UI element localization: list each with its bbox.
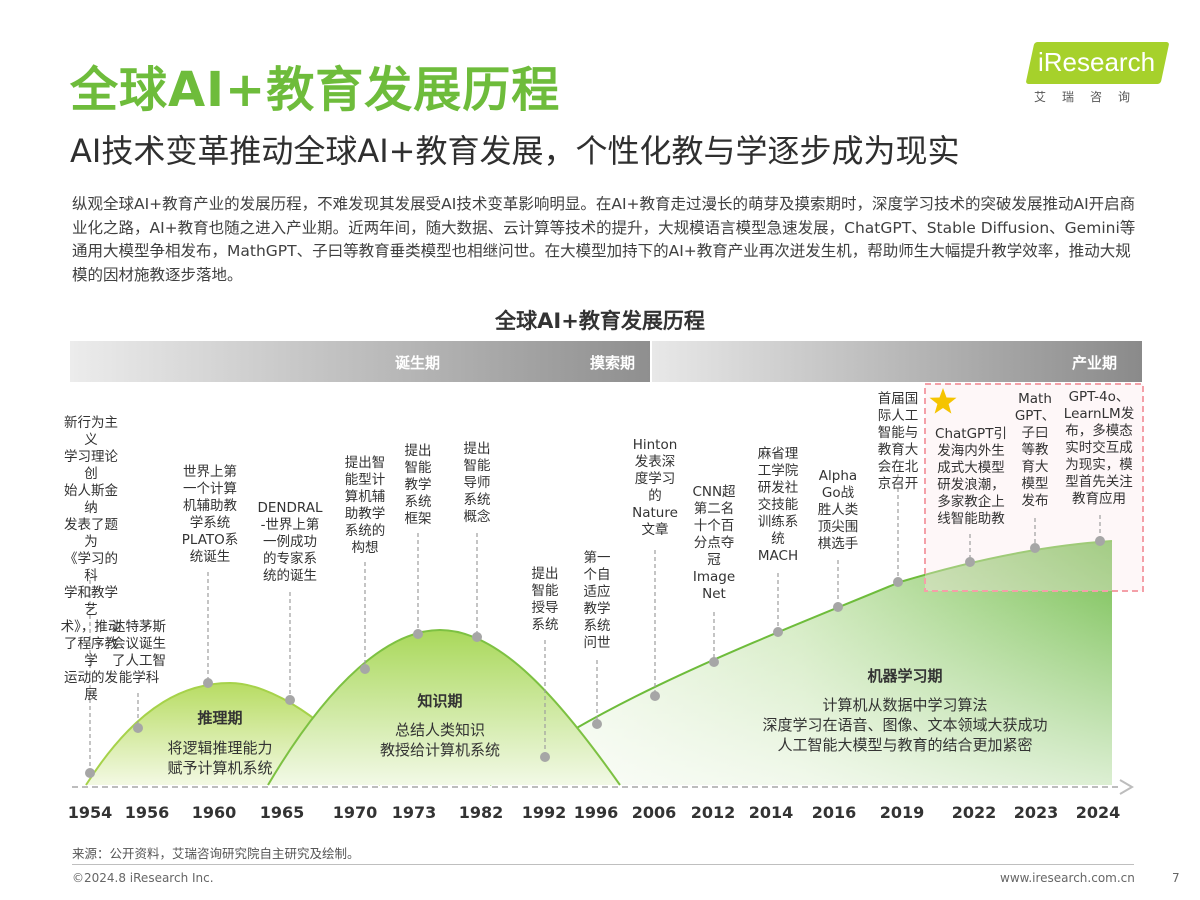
- dot-2012: [709, 657, 719, 667]
- event-1992: 提出 智能 授导 系统: [531, 566, 559, 633]
- dot-1956: [133, 723, 143, 733]
- year-label: 2006: [631, 803, 677, 822]
- phase-segment-early: [70, 341, 650, 382]
- page-number: 7: [1172, 871, 1180, 885]
- year-label: 1992: [521, 803, 567, 822]
- event-1965: DENDRAL -世界上第 一例成功 的专家系 统的诞生: [257, 500, 323, 584]
- period-reasoning-desc: 将逻辑推理能力 赋予计算机系统: [167, 739, 273, 777]
- page-title: 全球AI+教育发展历程: [70, 62, 561, 118]
- year-label: 2023: [1013, 803, 1059, 822]
- source-note: 来源：公开资料，艾瑞咨询研究院自主研究及绘制。: [72, 846, 360, 861]
- period-knowledge-desc: 总结人类知识 教授给计算机系统: [379, 721, 500, 759]
- copyright: ©2024.8 iResearch Inc.: [72, 871, 214, 885]
- year-label: 2012: [690, 803, 736, 822]
- footer-divider: [72, 864, 1134, 865]
- year-label: 2019: [879, 803, 925, 822]
- event-2024: GPT-4o、 LearnLM发 布，多模态 实时交互成 为现实，模 型首先关注 教育应用: [1063, 389, 1135, 507]
- event-1956: 达特茅斯 会议诞生 了人工智 能学科: [112, 619, 166, 686]
- phase-bar-graphic: [70, 341, 1142, 382]
- logo-subtext: 艾瑞咨询: [1034, 90, 1147, 104]
- year-label: 1973: [391, 803, 437, 822]
- dot-1996: [592, 719, 602, 729]
- dot-2014: [773, 627, 783, 637]
- phase-label-explore: 摸索期: [590, 354, 636, 372]
- event-1954: 新行为主义 学习理论创 始人斯金纳 发表了题为 《学习的科 学和教学艺 术》，推动 了程序教学…: [60, 415, 122, 703]
- event-2006: Hinton 发表深 度学习的 Nature 文章: [632, 437, 678, 538]
- year-label: 1996: [573, 803, 619, 822]
- phase-label-birth: 诞生期: [395, 354, 441, 372]
- page-subtitle: AI技术变革推动全球AI+教育发展，个性化教与学逐步成为现实: [70, 132, 960, 170]
- year-label: 1954: [67, 803, 113, 822]
- dot-1982: [472, 632, 482, 642]
- dot-1970: [360, 664, 370, 674]
- event-2012: CNN超 第二名 十个百 分点夺冠 Image Net: [692, 484, 736, 602]
- diagram-title: 全球AI+教育发展历程: [495, 309, 705, 333]
- event-2016: Alpha Go战 胜人类 顶尖围 棋选手: [817, 468, 859, 552]
- dot-2022: [965, 557, 975, 567]
- event-1970: 提出智 能型计 算机辅 助教学 系统的 构想: [344, 455, 386, 556]
- knowledge-period-hill: [268, 630, 620, 785]
- year-label: 2022: [951, 803, 997, 822]
- period-ml-desc: 计算机从数据中学习算法 深度学习在语音、图像、文本领域大获成功 人工智能大模型与教育…: [762, 696, 1048, 754]
- event-2019: 首届国 际人工 智能与 教育大 会在北 京召开: [877, 391, 919, 492]
- dot-2016: [833, 602, 843, 612]
- iresearch-logo: iResearch 艾瑞咨询: [1025, 42, 1170, 106]
- highlight-box: [924, 383, 1144, 592]
- event-1960: 世界上第 一个计算 机辅助教 学系统 PLATO系 统诞生: [181, 464, 239, 565]
- event-1973: 提出 智能 教学 系统 框架: [404, 443, 432, 527]
- year-label: 2024: [1075, 803, 1121, 822]
- dot-2019: [893, 577, 903, 587]
- dot-1954: [85, 768, 95, 778]
- phase-segment-industry: [652, 341, 1142, 382]
- phase-label-industry: 产业期: [1072, 354, 1118, 372]
- star-icon: [929, 388, 957, 414]
- website-link[interactable]: www.iresearch.com.cn: [1000, 871, 1135, 885]
- year-label: 1982: [458, 803, 504, 822]
- dot-2023: [1030, 543, 1040, 553]
- dot-1973: [413, 629, 423, 639]
- event-1982: 提出 智能 导师 系统 概念: [463, 441, 491, 525]
- year-label: 2014: [748, 803, 794, 822]
- period-knowledge-title: 知识期: [417, 692, 463, 710]
- year-label: 1960: [191, 803, 237, 822]
- logo-text: iResearch: [1038, 47, 1156, 77]
- year-label: 2016: [811, 803, 857, 822]
- dot-2024: [1095, 536, 1105, 546]
- dot-2006: [650, 691, 660, 701]
- year-label: 1956: [124, 803, 170, 822]
- event-2022: ChatGPT引 发海内外生 成式大模型 研发浪潮， 多家教企上 线智能助教: [935, 426, 1007, 527]
- period-ml-title: 机器学习期: [867, 667, 943, 685]
- dot-1960: [203, 678, 213, 688]
- dot-1965: [285, 695, 295, 705]
- event-2014: 麻省理 工学院 研发社 交技能 训练系统 MACH: [757, 446, 799, 564]
- event-2023: Math GPT、 子曰 等教 育大 模型 发布: [1014, 391, 1056, 509]
- year-label: 1965: [259, 803, 305, 822]
- period-reasoning-title: 推理期: [197, 709, 243, 727]
- timeline-arrow: [1119, 779, 1134, 795]
- intro-paragraph: 纵观全球AI+教育产业的发展历程，不难发现其发展受AI技术变革影响明显。在AI+…: [72, 195, 1136, 284]
- year-label: 1970: [332, 803, 378, 822]
- event-1996: 第一 个自 适应 教学 系统 问世: [583, 550, 611, 651]
- phase-bar: 诞生期 摸索期 产业期: [70, 341, 1142, 382]
- dot-1992: [540, 752, 550, 762]
